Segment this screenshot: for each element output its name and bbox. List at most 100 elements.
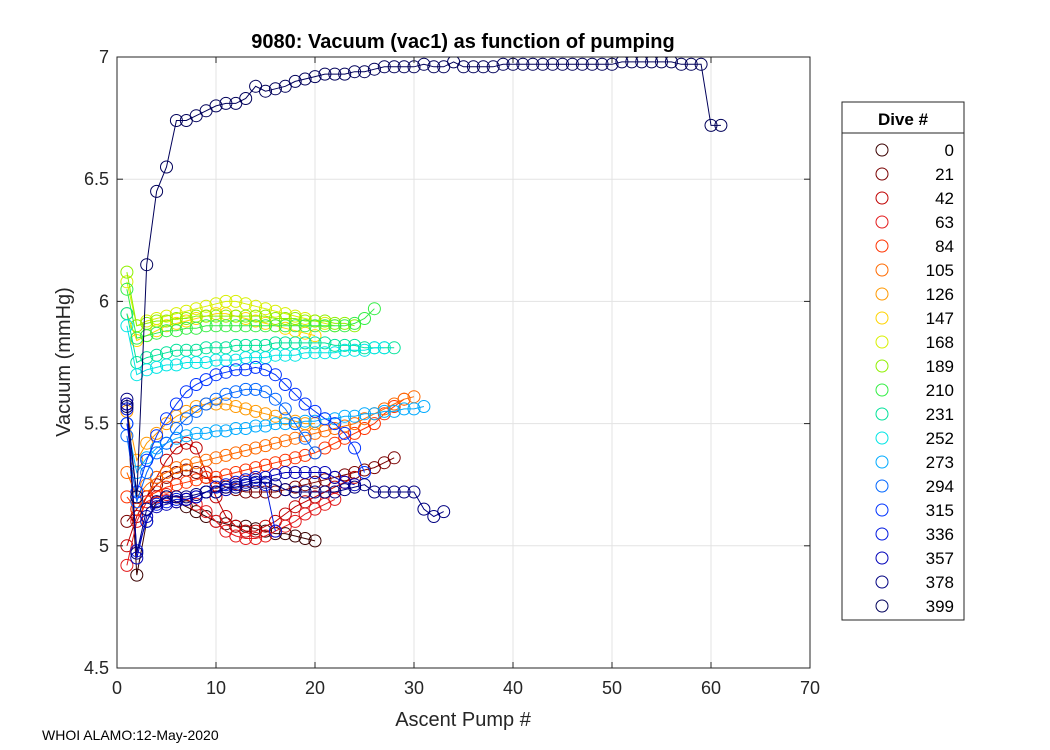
data-point bbox=[288, 319, 302, 333]
data-point bbox=[308, 319, 322, 333]
series-line-378 bbox=[126, 399, 444, 554]
data-point bbox=[189, 456, 203, 470]
data-point bbox=[229, 319, 243, 333]
data-point bbox=[457, 60, 470, 74]
data-point bbox=[288, 451, 302, 465]
data-point bbox=[338, 67, 352, 81]
legend-entry: 336 bbox=[875, 525, 954, 544]
data-point bbox=[259, 385, 272, 399]
legend-entry: 42 bbox=[875, 189, 954, 208]
data-point bbox=[219, 480, 233, 494]
data-point bbox=[179, 458, 193, 472]
data-point bbox=[209, 368, 223, 382]
data-point bbox=[140, 258, 154, 272]
legend-entry: 231 bbox=[875, 405, 954, 424]
data-point bbox=[397, 402, 411, 416]
data-point bbox=[199, 485, 213, 499]
data-point bbox=[199, 299, 213, 313]
data-point bbox=[308, 446, 322, 460]
data-point bbox=[268, 468, 282, 482]
legend: Dive # 0 21 42 63 84 105 126 147 168 189 210 231 252… bbox=[841, 101, 965, 621]
data-point bbox=[288, 485, 302, 499]
legend-marker bbox=[875, 143, 889, 157]
data-point bbox=[239, 478, 253, 492]
series-line-399 bbox=[126, 61, 721, 497]
data-point bbox=[199, 470, 213, 484]
data-point bbox=[179, 475, 193, 489]
data-point bbox=[387, 485, 401, 499]
data-point bbox=[189, 321, 203, 335]
y-tick-label: 5.5 bbox=[84, 414, 109, 434]
legend-label: 273 bbox=[926, 453, 954, 472]
data-point bbox=[179, 429, 193, 443]
y-tick-label: 5 bbox=[99, 536, 109, 556]
data-point bbox=[249, 532, 263, 545]
data-point bbox=[259, 84, 272, 98]
y-axis-label: Vacuum (mmHg) bbox=[53, 287, 75, 437]
data-point bbox=[397, 485, 411, 499]
data-point bbox=[338, 409, 352, 423]
data-point bbox=[130, 546, 144, 560]
data-point bbox=[288, 466, 302, 479]
axes-box bbox=[116, 56, 811, 669]
data-point bbox=[189, 426, 203, 440]
data-point bbox=[209, 470, 223, 484]
data-point bbox=[249, 319, 263, 333]
legend-label: 42 bbox=[935, 189, 954, 208]
data-point bbox=[288, 387, 302, 401]
data-point bbox=[298, 72, 312, 86]
data-point bbox=[179, 356, 193, 369]
data-point bbox=[169, 358, 183, 372]
data-point bbox=[387, 404, 401, 418]
data-point bbox=[298, 431, 312, 445]
data-point bbox=[160, 497, 173, 511]
data-point bbox=[318, 485, 332, 499]
legend-label: 336 bbox=[926, 525, 954, 544]
data-point bbox=[348, 480, 362, 494]
data-point bbox=[199, 505, 213, 519]
data-point bbox=[229, 400, 243, 413]
data-point bbox=[209, 451, 223, 465]
legend-marker bbox=[875, 167, 889, 181]
data-point bbox=[209, 424, 223, 438]
data-point bbox=[199, 356, 213, 369]
data-point bbox=[268, 485, 282, 499]
data-point bbox=[160, 480, 173, 494]
series-399 bbox=[120, 57, 728, 504]
data-point bbox=[268, 409, 282, 423]
data-point bbox=[358, 65, 371, 79]
data-point bbox=[229, 446, 243, 460]
data-point bbox=[130, 490, 144, 504]
legend-title: Dive # bbox=[878, 110, 929, 129]
series-378 bbox=[120, 392, 451, 560]
data-point bbox=[367, 62, 381, 76]
legend-marker bbox=[875, 503, 889, 517]
data-point bbox=[338, 419, 352, 433]
data-point bbox=[298, 397, 312, 411]
data-point bbox=[249, 419, 263, 433]
data-point bbox=[160, 412, 173, 426]
data-point bbox=[189, 404, 203, 418]
legend-marker bbox=[875, 551, 889, 565]
data-point bbox=[278, 417, 292, 431]
legend-entry: 294 bbox=[875, 477, 954, 496]
data-point bbox=[308, 414, 322, 428]
data-point bbox=[407, 402, 421, 416]
plot-clip bbox=[120, 57, 728, 582]
data-point bbox=[239, 92, 253, 105]
data-point bbox=[308, 329, 322, 343]
data-point bbox=[239, 319, 253, 333]
data-point bbox=[288, 417, 302, 431]
legend-label: 0 bbox=[945, 141, 954, 160]
data-point bbox=[367, 341, 381, 355]
data-point bbox=[268, 312, 282, 325]
data-point bbox=[526, 57, 540, 71]
data-point bbox=[367, 302, 381, 316]
data-point bbox=[496, 57, 510, 71]
data-point bbox=[615, 57, 629, 69]
data-point bbox=[160, 358, 173, 372]
data-point bbox=[318, 67, 332, 81]
legend-entry: 399 bbox=[875, 597, 954, 616]
data-point bbox=[169, 114, 183, 127]
data-point bbox=[308, 70, 322, 84]
